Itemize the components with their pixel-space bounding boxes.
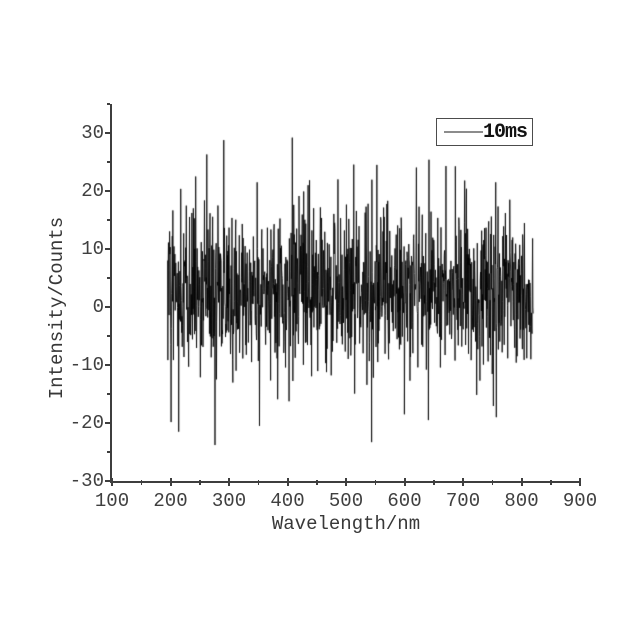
x-major-tick — [520, 478, 523, 486]
x-tick-label: 300 — [211, 490, 247, 512]
x-tick-label: 900 — [562, 490, 598, 512]
legend-label: 10ms — [482, 120, 528, 144]
y-major-tick — [105, 248, 111, 250]
x-tick-label: 100 — [94, 490, 130, 512]
noise-canvas — [112, 104, 580, 481]
plot-area — [110, 104, 580, 483]
y-tick-label: 10 — [81, 238, 104, 260]
x-major-tick — [579, 478, 581, 486]
y-tick-label: -20 — [69, 412, 104, 434]
y-tick-label: 30 — [81, 122, 104, 144]
y-major-tick — [105, 480, 111, 482]
x-axis-title: Wavelength/nm — [271, 513, 421, 535]
x-minor-tick — [491, 479, 493, 485]
legend-line-swatch — [444, 131, 483, 133]
x-tick-label: 800 — [504, 490, 539, 512]
y-axis-title: Intensity/Counts — [46, 216, 68, 400]
y-major-tick — [105, 422, 111, 424]
y-tick-label: -10 — [69, 354, 104, 376]
x-tick-label: 700 — [445, 490, 481, 512]
y-major-tick — [105, 190, 111, 192]
x-minor-tick — [140, 479, 142, 485]
x-minor-tick — [199, 479, 201, 485]
x-tick-label: 600 — [387, 490, 422, 512]
y-minor-tick — [107, 451, 110, 453]
x-tick-label: 500 — [328, 490, 364, 512]
x-tick-label: 200 — [153, 490, 188, 512]
x-major-tick — [228, 478, 230, 486]
x-major-tick — [403, 478, 406, 486]
y-minor-tick — [107, 219, 110, 221]
y-tick-label: 20 — [81, 180, 104, 202]
y-minor-tick — [107, 161, 110, 163]
x-minor-tick — [316, 479, 318, 485]
x-major-tick — [111, 478, 113, 486]
y-major-tick — [105, 306, 111, 308]
x-minor-tick — [374, 479, 376, 485]
y-minor-tick — [107, 335, 110, 337]
x-minor-tick — [550, 479, 552, 485]
x-major-tick — [462, 478, 464, 486]
y-tick-label: 0 — [92, 296, 104, 318]
y-minor-tick — [107, 393, 110, 395]
y-minor-tick — [107, 277, 110, 279]
x-major-tick — [169, 478, 172, 486]
y-tick-label: -30 — [69, 470, 104, 492]
y-minor-tick — [107, 103, 110, 105]
x-major-tick — [345, 478, 347, 486]
legend: 10ms — [436, 118, 533, 146]
x-minor-tick — [257, 479, 259, 485]
x-major-tick — [286, 478, 289, 486]
x-tick-label: 400 — [270, 490, 305, 512]
y-major-tick — [105, 364, 111, 366]
x-minor-tick — [433, 479, 435, 485]
y-major-tick — [105, 132, 111, 134]
